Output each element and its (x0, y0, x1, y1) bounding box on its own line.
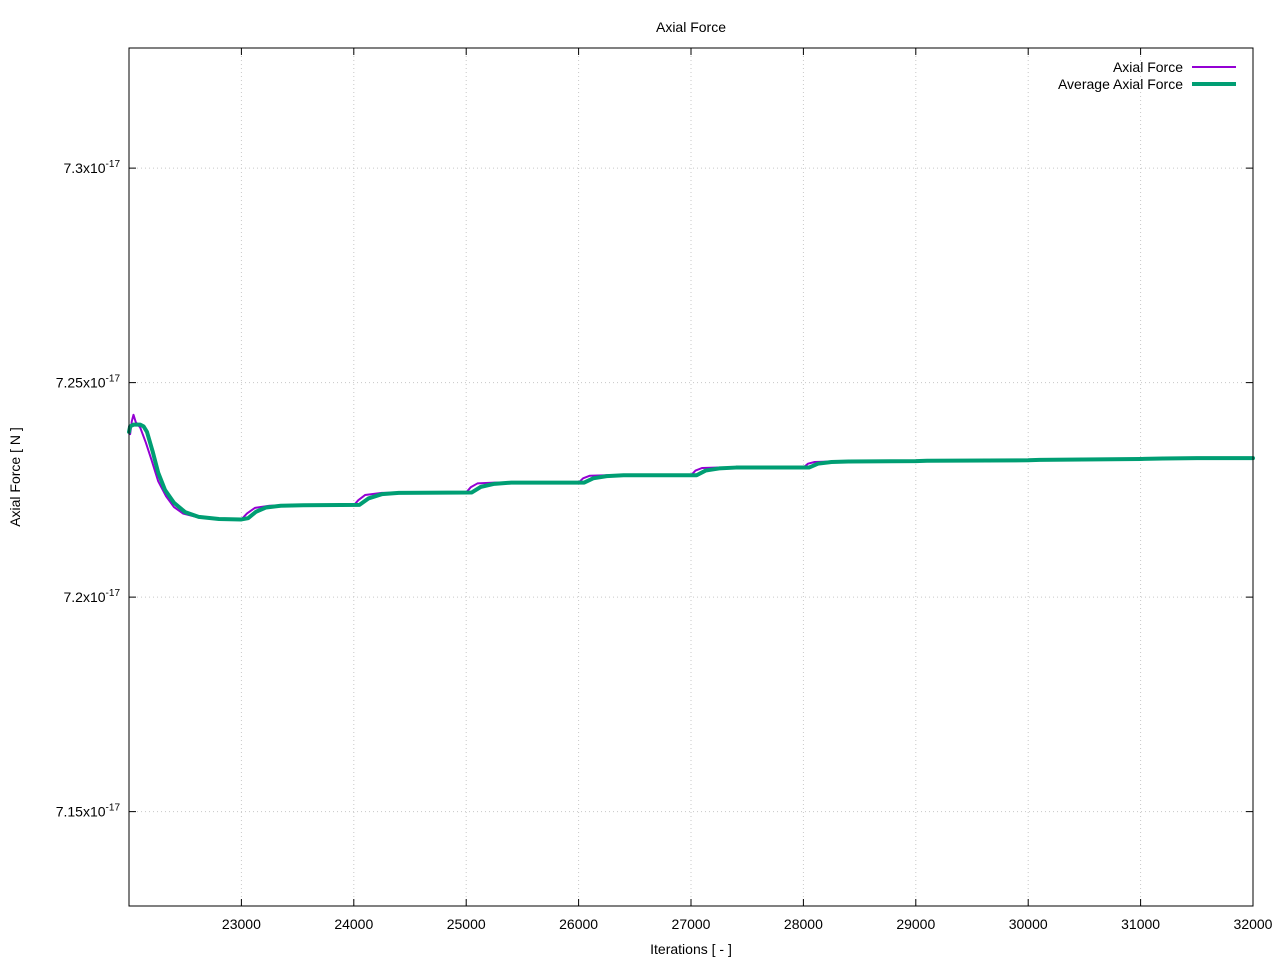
y-tick-mantissa: 7.2x10 (64, 589, 106, 605)
x-tick-label: 23000 (222, 916, 261, 932)
y-tick-mantissa: 7.3x10 (64, 160, 106, 176)
grid (129, 48, 1253, 906)
x-tick-label: 26000 (559, 916, 598, 932)
legend-label: Average Axial Force (1058, 76, 1183, 92)
y-axis-title: Axial Force [ N ] (7, 427, 23, 527)
x-tick-label: 30000 (1009, 916, 1048, 932)
x-tick-label: 32000 (1234, 916, 1273, 932)
x-tick-label: 27000 (672, 916, 711, 932)
x-tick-label: 29000 (896, 916, 935, 932)
y-tick-mantissa: 7.25x10 (56, 375, 106, 391)
series-line-average-axial-force (127, 422, 1255, 522)
y-tick-mantissa: 7.15x10 (56, 804, 106, 820)
x-tick-label: 25000 (447, 916, 486, 932)
legend-label: Axial Force (1113, 59, 1183, 75)
x-tick-label: 24000 (334, 916, 373, 932)
y-tick-label: 7.2x10-17 (64, 588, 121, 605)
y-tick-exponent: -17 (106, 588, 121, 599)
x-tick-label: 28000 (784, 916, 823, 932)
series-layer (127, 413, 1255, 522)
y-tick-label: 7.15x10-17 (56, 803, 121, 820)
x-tick-label: 31000 (1121, 916, 1160, 932)
x-axis-title: Iterations [ - ] (650, 941, 732, 957)
y-tick-exponent: -17 (106, 374, 121, 385)
axis-ticks: 23000 24000 25000 26000 27000 28000 29000 30000… (56, 48, 1273, 932)
y-tick-exponent: -17 (106, 803, 121, 814)
y-tick-exponent: -17 (106, 159, 121, 170)
y-tick-label: 7.3x10-17 (64, 159, 121, 176)
chart-title: Axial Force (656, 19, 726, 35)
y-tick-label: 7.25x10-17 (56, 374, 121, 391)
